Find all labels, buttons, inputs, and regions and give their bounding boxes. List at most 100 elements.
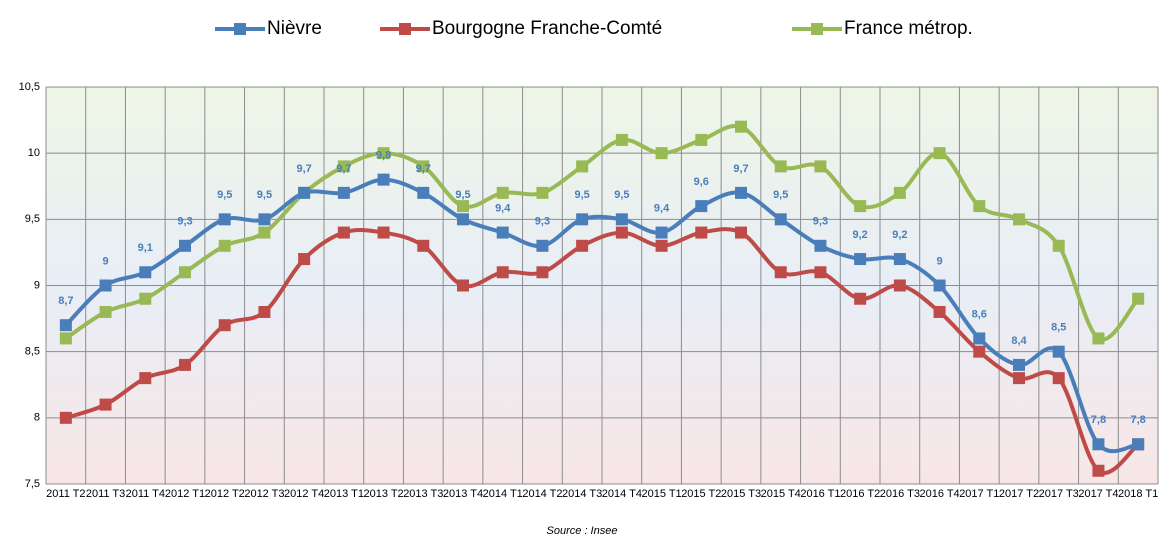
point-marker [615,213,628,226]
data-label: 9,8 [376,150,391,162]
point-marker [854,292,867,305]
legend-label: Bourgogne Franche-Comté [432,18,662,39]
y-tick-label: 10 [28,147,40,159]
x-tick-label: 2015 T3 [721,488,761,500]
point-marker [298,186,311,199]
x-tick-label: 2016 T1 [800,488,840,500]
point-marker [99,279,112,292]
data-label: 9,3 [535,216,550,228]
point-marker [139,292,152,305]
legend-marker [811,23,823,35]
point-marker [1052,239,1065,252]
data-label: 7,8 [1130,414,1145,426]
legend-label: Nièvre [267,18,322,39]
x-tick-label: 2011 T3 [86,488,125,500]
point-marker [1013,372,1025,385]
data-label: 8,4 [1011,335,1027,347]
point-marker [337,186,350,199]
point-marker [854,200,867,213]
data-label: 9,6 [694,176,709,188]
x-tick-label: 2013 T2 [363,488,403,500]
x-tick-label: 2012 T2 [205,488,245,500]
point-marker [695,133,708,146]
point-marker [774,213,787,226]
point-marker [814,266,827,279]
x-tick-label: 2016 T2 [840,488,880,500]
point-marker [496,266,509,279]
point-marker [496,186,509,199]
point-marker [377,147,390,160]
x-tick-label: 2015 T4 [761,488,801,500]
point-marker [99,398,112,411]
point-marker [139,372,152,385]
point-marker [933,305,946,318]
data-label: 9,5 [257,189,272,201]
point-marker [1052,372,1065,385]
point-marker [1132,292,1145,305]
point-marker [973,332,986,345]
point-marker [1092,438,1105,451]
point-marker [735,226,747,239]
point-marker [536,186,549,199]
point-marker [417,160,430,173]
point-marker [655,147,668,160]
x-tick-label: 2013 T3 [403,488,443,500]
x-tick-label: 2012 T3 [244,488,284,500]
data-label: 9,4 [495,202,511,214]
data-label: 9,3 [177,216,192,228]
data-label: 9,5 [614,189,629,201]
y-tick-label: 8 [34,412,40,424]
point-marker [615,133,628,146]
point-marker [933,147,946,160]
point-marker [576,160,589,173]
x-tick-label: 2014 T1 [483,488,523,500]
point-marker [735,120,747,133]
point-marker [298,253,311,266]
x-tick-label: 2015 T1 [641,488,681,500]
point-marker [973,345,986,358]
point-marker [854,253,867,266]
point-marker [893,253,906,266]
data-label: 7,8 [1091,414,1106,426]
point-marker [774,160,787,173]
point-marker [59,319,72,332]
point-marker [417,239,430,252]
y-tick-label: 10,5 [19,81,40,93]
legend-marker [399,23,411,35]
x-tick-label: 2014 T3 [562,488,602,500]
point-marker [179,358,191,371]
data-label: 9,7 [296,163,311,175]
data-label: 9,2 [852,229,867,241]
x-tick-label: 2016 T4 [919,488,959,500]
point-marker [536,239,549,252]
data-label: 9,5 [455,189,470,201]
point-marker [655,239,668,252]
data-label: 9,5 [574,189,589,201]
data-label: 9 [937,255,943,267]
point-marker [377,226,390,239]
data-label: 9,7 [733,163,748,175]
source: Source : Insee [547,525,618,537]
point-marker [99,305,112,318]
x-tick-label: 2017 T4 [1078,488,1118,500]
point-marker [417,186,430,199]
point-marker [1013,213,1025,226]
data-label: 8,6 [972,308,987,320]
point-marker [377,173,390,186]
point-marker [735,186,747,199]
legend-marker [234,23,246,35]
y-tick-label: 9 [34,279,40,291]
point-marker [1013,358,1025,371]
point-marker [1092,332,1105,345]
y-tick-label: 7,5 [25,478,40,490]
point-marker [1132,438,1145,451]
data-label: 9,7 [416,163,431,175]
data-label: 9,7 [336,163,351,175]
x-tick-label: 2018 T1 [1118,488,1158,500]
x-tick-label: 2013 T4 [443,488,483,500]
point-marker [179,239,191,252]
data-label: 8,7 [58,295,73,307]
point-marker [218,319,231,332]
point-marker [814,239,827,252]
point-marker [1092,464,1105,477]
